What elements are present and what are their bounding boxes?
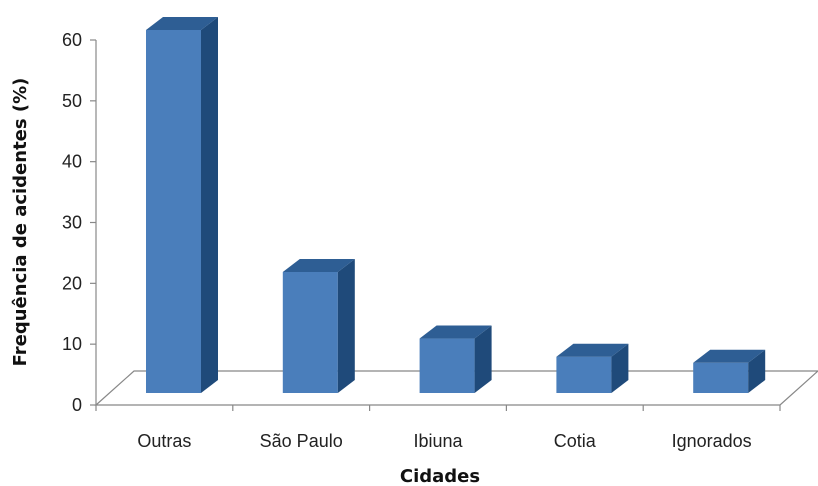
chart-floor: [94, 370, 818, 406]
bar-front: [146, 30, 201, 393]
bar: [556, 343, 629, 393]
x-axis: [95, 405, 781, 411]
y-tick-label: 60: [62, 30, 82, 50]
bar-front: [693, 362, 749, 393]
bar-top: [146, 17, 218, 30]
bar-side: [748, 349, 766, 393]
bars: [146, 17, 766, 393]
x-tick-label: Cotia: [554, 431, 597, 451]
y-tick-label: 10: [62, 334, 82, 354]
bar: [419, 325, 492, 393]
bar: [146, 17, 218, 393]
bar-front: [282, 272, 338, 393]
chart-floor-plane: [94, 370, 818, 406]
bar-side: [611, 343, 629, 393]
y-axis-title: Frequência de acidentes (%): [10, 78, 31, 367]
bar-side: [474, 325, 492, 393]
bar: [693, 349, 766, 393]
y-tick-label: 0: [72, 395, 82, 415]
bar-front: [556, 356, 612, 393]
bar-front: [419, 338, 475, 393]
y-tick-label: 30: [62, 213, 82, 233]
x-axis-title: Cidades: [400, 466, 480, 486]
y-tick-label: 20: [62, 273, 82, 293]
bar-top: [282, 259, 355, 272]
bar: [282, 259, 355, 393]
y-axis: [90, 39, 97, 406]
bar-side: [201, 17, 218, 393]
x-tick-label: Ibiuna: [413, 431, 463, 451]
bar-top: [419, 325, 492, 339]
y-tick-label: 50: [62, 91, 82, 111]
x-tick-label: Ignorados: [672, 431, 752, 451]
x-tick-label: São Paulo: [260, 431, 343, 451]
y-tick-label: 40: [62, 152, 82, 172]
bar-side: [337, 259, 355, 393]
bar-top: [556, 343, 629, 357]
tick-labels: 0 10 20 30 40 50 60 Outras São Paulo Ibiuna Cotia I…: [62, 30, 752, 451]
bar-top: [693, 349, 766, 363]
x-tick-label: Outras: [137, 431, 191, 451]
